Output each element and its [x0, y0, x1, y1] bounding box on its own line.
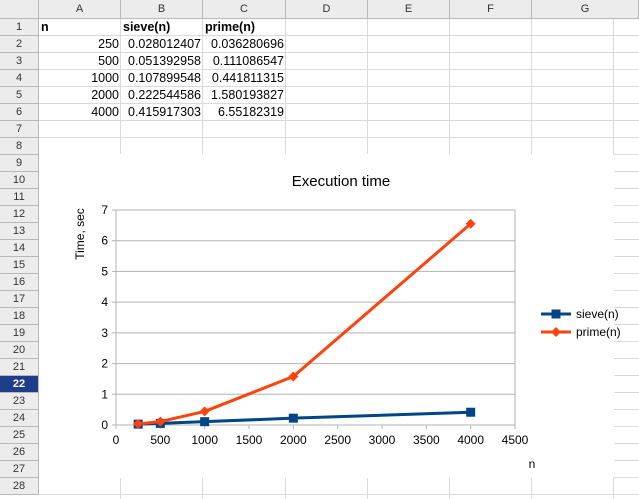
row-header-3[interactable]: 3 [0, 53, 39, 70]
row-header-17[interactable]: 17 [0, 291, 39, 308]
row-header-22[interactable]: 22 [0, 376, 39, 393]
data-point-sieven[interactable] [200, 417, 210, 427]
row-header-5[interactable]: 5 [0, 87, 39, 104]
column-header-F[interactable]: F [450, 0, 532, 19]
cell-A5[interactable]: 2000 [91, 88, 119, 102]
row-header-7[interactable]: 7 [0, 121, 39, 138]
row-gridline [39, 52, 639, 53]
row-header-26[interactable]: 26 [0, 444, 39, 461]
x-tick-label: 500 [150, 433, 170, 447]
cell-B4[interactable]: 0.107899548 [128, 71, 201, 85]
row-header-24[interactable]: 24 [0, 410, 39, 427]
cell-B2[interactable]: 0.028012407 [128, 37, 201, 51]
row-header-20[interactable]: 20 [0, 342, 39, 359]
data-point-primen[interactable] [199, 406, 210, 417]
row-header-15[interactable]: 15 [0, 257, 39, 274]
cell-A1[interactable]: n [41, 20, 49, 34]
y-axis-label: Time, sec [73, 208, 87, 260]
row-header-25[interactable]: 25 [0, 427, 39, 444]
cell-C5[interactable]: 1.580193827 [211, 88, 284, 102]
cell-C3[interactable]: 0.111086547 [212, 54, 284, 68]
row-gridline [39, 494, 639, 495]
y-tick-label: 3 [101, 326, 108, 340]
column-header-D[interactable]: D [286, 0, 368, 19]
row-header-27[interactable]: 27 [0, 461, 39, 478]
data-point-primen[interactable] [465, 218, 476, 229]
row-gridline [39, 86, 639, 87]
row-header-16[interactable]: 16 [0, 274, 39, 291]
row-header-28[interactable]: 28 [0, 478, 39, 495]
x-tick-label: 2500 [324, 433, 351, 447]
x-tick-label: 2000 [280, 433, 307, 447]
row-header-1[interactable]: 1 [0, 19, 39, 36]
y-tick-label: 5 [101, 264, 108, 278]
row-header-4[interactable]: 4 [0, 70, 39, 87]
row-gridline [39, 35, 639, 36]
legend-marker[interactable] [551, 327, 561, 337]
row-header-11[interactable]: 11 [0, 189, 39, 206]
row-header-13[interactable]: 13 [0, 223, 39, 240]
cell-B3[interactable]: 0.051392958 [128, 54, 201, 68]
x-tick-label: 3500 [413, 433, 440, 447]
column-header-B[interactable]: B [121, 0, 203, 19]
data-point-primen[interactable] [288, 371, 299, 382]
x-tick-label: 1500 [236, 433, 263, 447]
row-header-14[interactable]: 14 [0, 240, 39, 257]
row-header-12[interactable]: 12 [0, 206, 39, 223]
data-point-sieven[interactable] [288, 413, 298, 423]
cell-C4[interactable]: 0.441811315 [211, 71, 284, 85]
row-gridline [39, 69, 639, 70]
data-point-sieven[interactable] [466, 407, 476, 417]
x-tick-label: 3000 [369, 433, 396, 447]
row-header-23[interactable]: 23 [0, 393, 39, 410]
select-all-corner[interactable] [0, 0, 39, 19]
row-gridline [39, 137, 639, 138]
cell-C6[interactable]: 6.55182319 [217, 105, 284, 119]
plot-area [115, 209, 516, 426]
cell-A2[interactable]: 250 [98, 37, 119, 51]
row-header-9[interactable]: 9 [0, 155, 39, 172]
row-gridline [39, 103, 639, 104]
y-tick-label: 4 [101, 295, 108, 309]
row-gridline [39, 120, 639, 121]
data-point-primen[interactable] [155, 416, 166, 427]
cell-A4[interactable]: 1000 [91, 71, 119, 85]
cell-C1[interactable]: prime(n) [205, 20, 255, 34]
column-header-E[interactable]: E [368, 0, 450, 19]
x-tick-label: 0 [113, 433, 120, 447]
legend-marker[interactable] [551, 309, 561, 319]
y-tick-label: 7 [101, 203, 108, 217]
cell-C2[interactable]: 0.036280696 [211, 37, 284, 51]
y-tick-label: 0 [101, 418, 108, 432]
x-axis-label: n [529, 457, 536, 471]
column-header-C[interactable]: C [203, 0, 286, 19]
chart-title: Execution time [292, 173, 390, 190]
cell-B6[interactable]: 0.415917303 [128, 105, 201, 119]
row-header-19[interactable]: 19 [0, 325, 39, 342]
x-tick-label: 4500 [502, 433, 529, 447]
legend-label: sieve(n) [576, 307, 619, 321]
column-header-A[interactable]: A [39, 0, 121, 19]
y-tick-label: 1 [101, 387, 108, 401]
row-header-8[interactable]: 8 [0, 138, 39, 155]
row-header-10[interactable]: 10 [0, 172, 39, 189]
x-tick-label: 1000 [191, 433, 218, 447]
row-header-6[interactable]: 6 [0, 104, 39, 121]
x-tick-label: 4000 [457, 433, 484, 447]
y-tick-label: 2 [101, 357, 108, 371]
y-tick-label: 6 [101, 234, 108, 248]
legend-label: prime(n) [576, 325, 621, 339]
cell-B1[interactable]: sieve(n) [123, 20, 171, 34]
cell-B5[interactable]: 0.222544586 [128, 88, 201, 102]
data-point-primen[interactable] [133, 418, 144, 429]
row-header-21[interactable]: 21 [0, 359, 39, 376]
row-header-18[interactable]: 18 [0, 308, 39, 325]
cell-A3[interactable]: 500 [98, 54, 119, 68]
cell-A6[interactable]: 4000 [91, 105, 119, 119]
row-header-2[interactable]: 2 [0, 36, 39, 53]
